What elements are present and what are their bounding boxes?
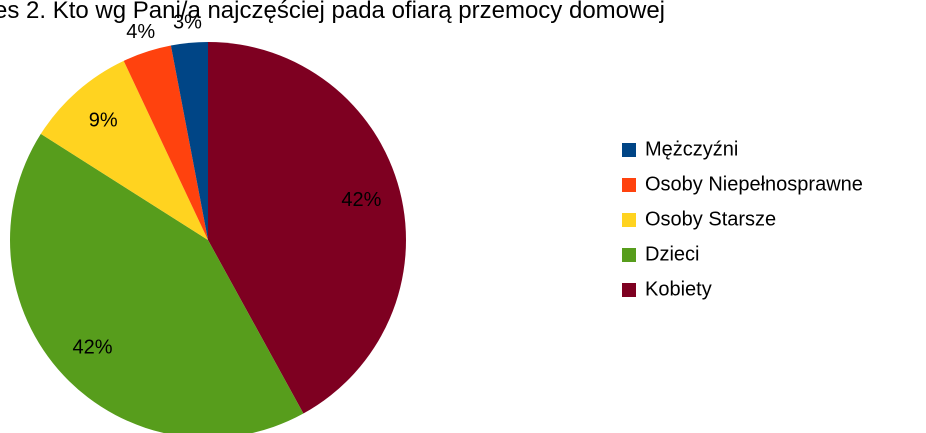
- chart-title: es 2. Kto wg Pani/a najczęściej pada ofi…: [0, 0, 665, 24]
- legend-label: Osoby Starsze: [645, 208, 776, 230]
- pie-slice: [170, 42, 208, 240]
- data-label: 9%: [89, 109, 118, 131]
- legend-swatch: [622, 178, 636, 192]
- pie-slice: [40, 60, 208, 241]
- data-label: 4%: [126, 21, 155, 43]
- data-label: 42%: [341, 189, 381, 211]
- legend-label: Dzieci: [645, 243, 699, 265]
- data-label: 42%: [73, 337, 113, 359]
- legend-swatch: [622, 283, 636, 297]
- pie-slice: [123, 45, 208, 240]
- legend-swatch: [622, 213, 636, 227]
- pie-slice: [10, 133, 304, 433]
- legend-label: Kobiety: [645, 278, 712, 300]
- legend-label: Osoby Niepełnosprawne: [645, 173, 863, 195]
- pie-slice: [208, 42, 407, 414]
- legend-label: Mężczyźni: [645, 138, 738, 160]
- data-label: 3%: [173, 11, 202, 33]
- legend-swatch: [622, 143, 636, 157]
- legend-swatch: [622, 248, 636, 262]
